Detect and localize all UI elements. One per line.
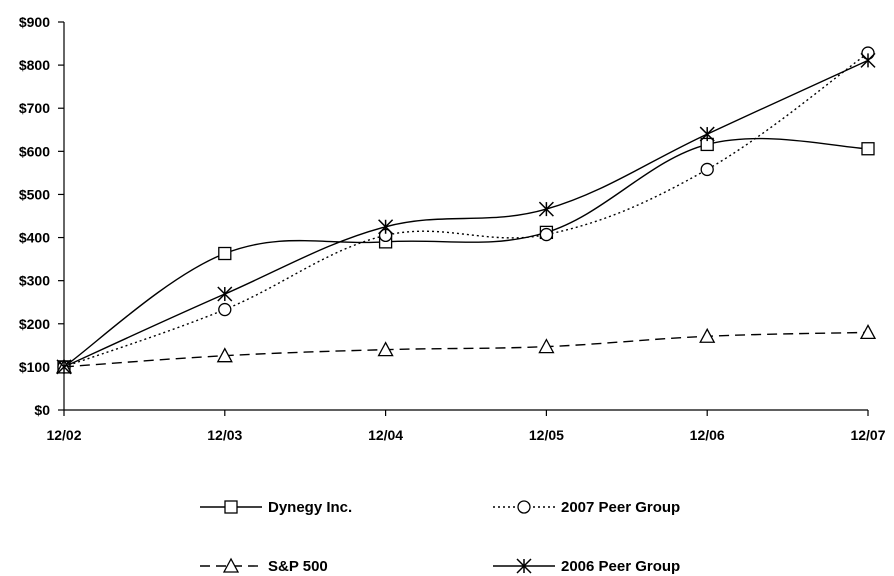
legend-item-s-p-500: S&P 500 <box>200 557 328 575</box>
series-2007-peer-group <box>57 46 875 374</box>
x-tick-label: 12/02 <box>46 427 81 443</box>
y-tick-label: $100 <box>19 359 50 375</box>
series-line-2006-peer-group <box>63 59 869 368</box>
x-tick-label: 12/03 <box>207 427 242 443</box>
series-s-p-500 <box>55 324 877 374</box>
y-tick-label: $600 <box>19 143 50 159</box>
legend-label: 2006 Peer Group <box>561 558 680 575</box>
data-point-2006-peer-group <box>217 286 233 302</box>
legend-marker <box>516 558 532 574</box>
legend-label: 2007 Peer Group <box>561 499 680 516</box>
series-dynegy-inc <box>57 137 875 374</box>
legend-marker <box>224 500 238 514</box>
legend-label: Dynegy Inc. <box>268 499 352 516</box>
data-point-s-p-500 <box>216 347 233 363</box>
data-point-2006-peer-group <box>538 201 554 217</box>
x-tick-label: 12/04 <box>368 427 403 443</box>
y-tick-label: $700 <box>19 100 50 116</box>
legend-marker <box>222 557 240 573</box>
data-point-s-p-500 <box>538 338 555 354</box>
data-point-2006-peer-group <box>699 126 715 142</box>
legend-label: S&P 500 <box>268 558 328 575</box>
legend-marker <box>517 500 531 514</box>
y-tick-label: $900 <box>19 14 50 30</box>
legend-item-2006-peer-group: 2006 Peer Group <box>493 558 680 575</box>
data-point-dynegy-inc <box>218 246 232 261</box>
data-point-2006-peer-group <box>56 359 72 375</box>
data-point-2006-peer-group <box>860 52 876 68</box>
y-tick-label: $0 <box>34 402 50 418</box>
data-point-2006-peer-group <box>378 219 394 235</box>
x-tick-label: 12/05 <box>529 427 564 443</box>
series-line-s-p-500 <box>63 331 869 368</box>
data-point-2007-peer-group <box>700 162 714 177</box>
legend: Dynegy Inc. 2007 Peer Group S&P 500 2006 Pe… <box>200 499 680 575</box>
series-line-dynegy-inc <box>63 137 869 368</box>
legend-item-dynegy-inc: Dynegy Inc. <box>200 499 352 516</box>
y-tick-label: $300 <box>19 273 50 289</box>
x-tick-label: 12/07 <box>850 427 885 443</box>
legend-item-2007-peer-group: 2007 Peer Group <box>493 499 680 516</box>
y-tick-label: $200 <box>19 316 50 332</box>
data-point-s-p-500 <box>859 324 877 340</box>
y-axis: $0 $100 $200 $300 $400 $500 $600 $700 $800 $900 <box>19 14 65 418</box>
data-point-2007-peer-group <box>539 227 554 242</box>
data-point-s-p-500 <box>377 341 394 357</box>
data-point-s-p-500 <box>699 327 716 343</box>
series-2006-peer-group <box>56 52 876 375</box>
data-point-dynegy-inc <box>861 142 875 156</box>
y-tick-label: $500 <box>19 186 50 202</box>
x-tick-label: 12/06 <box>690 427 725 443</box>
data-point-2007-peer-group <box>218 302 232 317</box>
y-tick-label: $400 <box>19 230 50 246</box>
series-line-2007-peer-group <box>63 52 869 368</box>
y-tick-label: $800 <box>19 57 50 73</box>
x-axis: 12/02 12/03 12/04 12/05 12/06 12/07 <box>46 409 886 443</box>
series-layer <box>55 46 877 375</box>
